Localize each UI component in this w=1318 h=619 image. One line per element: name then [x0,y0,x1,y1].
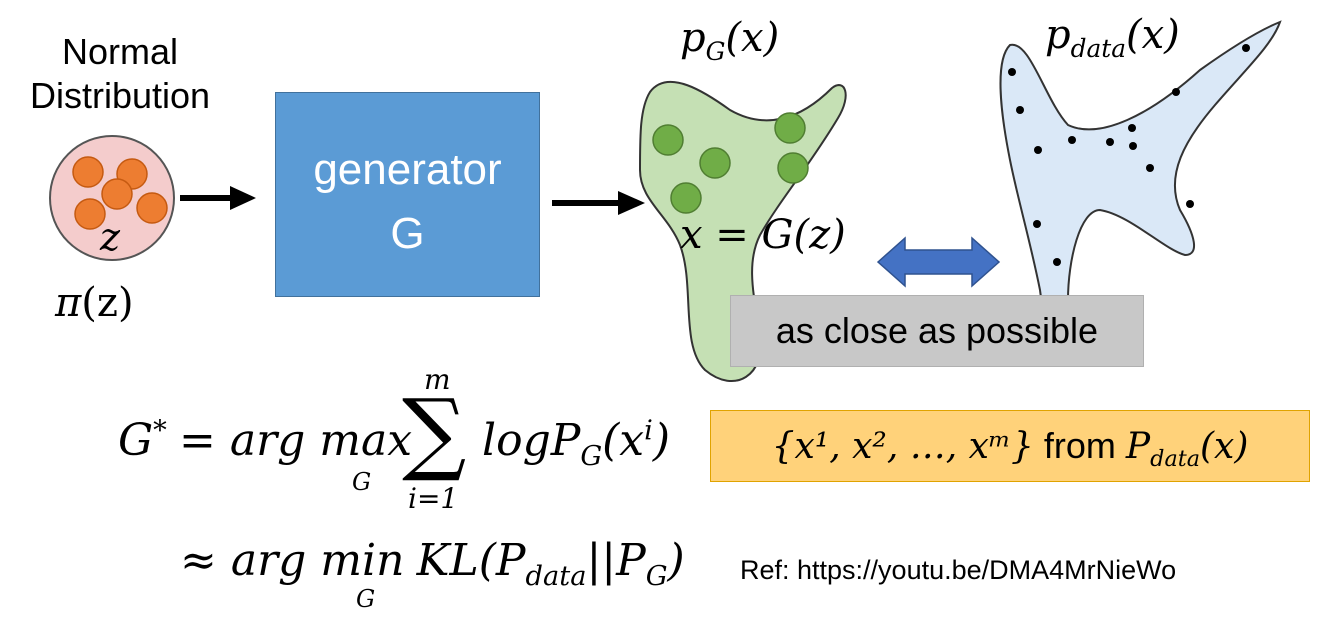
data-sample-points [1008,44,1250,266]
pg-arg: (x) [725,15,780,61]
compare-label-box: as close as possible [730,295,1144,367]
kl-equation: ≈ arg min KL(Pdata||PG) [180,535,685,592]
prior-z-label: z [99,215,121,259]
mle-summand: logPG(xi) [482,415,670,472]
arrow-generator-to-output [552,191,645,215]
pdata-p: p [1045,12,1071,58]
generated-distribution-label: pG(x) [680,15,779,66]
mle-argmax-under: G [352,468,372,496]
normal-distribution-label: Normal Distribution [29,31,211,116]
generator-box: generator G [275,92,540,297]
mle-body-sub: G [580,440,603,472]
kl-approx: ≈ [180,535,231,586]
mle-body: logP [482,415,581,466]
prior-sample-dot [74,198,106,230]
pg-sub: G [705,37,726,66]
mle-lhs-sup: * [153,415,167,447]
mle-lhs: G [118,415,154,466]
samples-box: {x¹, x², …, xᵐ} from Pdata(x) [710,410,1310,482]
prior-sample-dot [72,156,104,188]
kl-mid: ||P [586,535,646,586]
pdata-sub: data [1070,34,1127,63]
pg-p: p [680,15,706,61]
double-arrow [876,236,1001,288]
generated-sample-dot [699,147,731,179]
prior-sample-dot [136,192,168,224]
arrow-prior-to-generator [180,186,256,210]
sum-symbol: ∑ [402,380,467,485]
mle-body-arg: (x [602,415,645,466]
generator-symbol: G [390,209,425,258]
mle-argmax: arg max [229,415,413,466]
prior-sample-dot [101,178,133,210]
mle-eq: = [179,415,230,466]
samples-arg: (x) [1200,426,1249,467]
generated-sample-dot [652,124,684,156]
compare-label: as close as possible [775,310,1099,351]
prior-arg: (z) [81,280,134,326]
kl-argmin: arg min [230,535,405,586]
mle-equation: G* = arg max [118,415,412,466]
sum-lower-limit: i=1 [408,482,459,515]
pdata-arg: (x) [1126,12,1180,58]
sum-upper-limit: m [424,363,451,396]
samples-from: from [1043,425,1116,466]
prior-label: π(z) [55,280,134,326]
generated-sample-dot [777,152,809,184]
samples-p: P [1125,426,1151,467]
samples-set: {x¹, x², …, xᵐ} [771,426,1034,467]
kl-sub2: G [645,560,668,592]
data-distribution-label: pdata(x) [1045,12,1180,63]
mapping-equation: x = G(z) [680,212,846,258]
kl-sub1: data [525,560,587,592]
mle-body-sup: i [644,415,653,447]
mle-body-close: ) [652,415,671,466]
samples-sub: data [1150,446,1201,473]
generated-sample-dot [774,112,806,144]
kl-close: ) [667,535,685,586]
reference-link[interactable]: Ref: https://youtu.be/DMA4MrNieWo [740,555,1177,585]
kl-body: KL(P [416,535,526,586]
generated-sample-dot [670,182,702,214]
data-distribution-shape [999,20,1282,327]
prior-fn: π [55,280,82,326]
generator-label: generator [313,145,502,194]
kl-argmin-under: G [356,585,376,613]
